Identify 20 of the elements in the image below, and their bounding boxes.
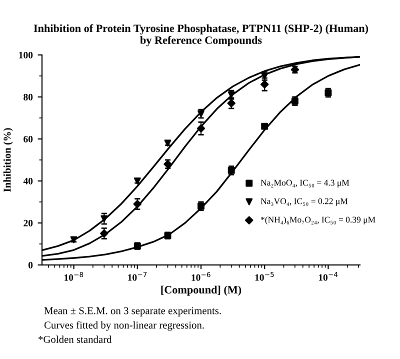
y-tick-label: 80: [24, 94, 33, 100]
chart-title: Inhibition of Protein Tyrosine Phosphatase, PTPN11 (SHP-2) (Human) by Reference Compounds: [34, 24, 368, 46]
text: *Golden standard: [38, 336, 112, 343]
legend-label: Na₂MoO₄, IC₅₀ = 4.3 μM: [260, 180, 350, 188]
x-axis-title: [Compound] (M): [161, 286, 242, 296]
text: Mean ± S.E.M. on 3 separate experiments.: [44, 307, 221, 316]
y-tick-label: 0: [28, 262, 33, 268]
y-tick-label: 100: [19, 52, 33, 58]
legend-label: Na₃VO₄, IC₅₀ = 0.22 μM: [260, 198, 348, 206]
x-tick-label: 10$^{−8}$: [64, 272, 84, 281]
x-tick-label: 10$^{−4}$: [318, 272, 338, 281]
x-tick-label: 10$^{−7}$: [128, 272, 147, 281]
y-tick-label: 40: [23, 178, 33, 184]
y-axis-title: Inhibition (%): [3, 128, 13, 192]
x-tick-label: 10$^{−6}$: [192, 272, 210, 281]
text: Curves fitted by non-linear regression.: [44, 321, 204, 331]
legend-label: *(NH₄)₆Mo₇O₂₄, IC₅₀ = 0.39 μM: [260, 216, 376, 224]
y-tick-label: 20: [24, 220, 33, 226]
x-tick-label: 10$^{−5}$: [255, 272, 274, 281]
y-tick-label: 60: [24, 136, 33, 142]
